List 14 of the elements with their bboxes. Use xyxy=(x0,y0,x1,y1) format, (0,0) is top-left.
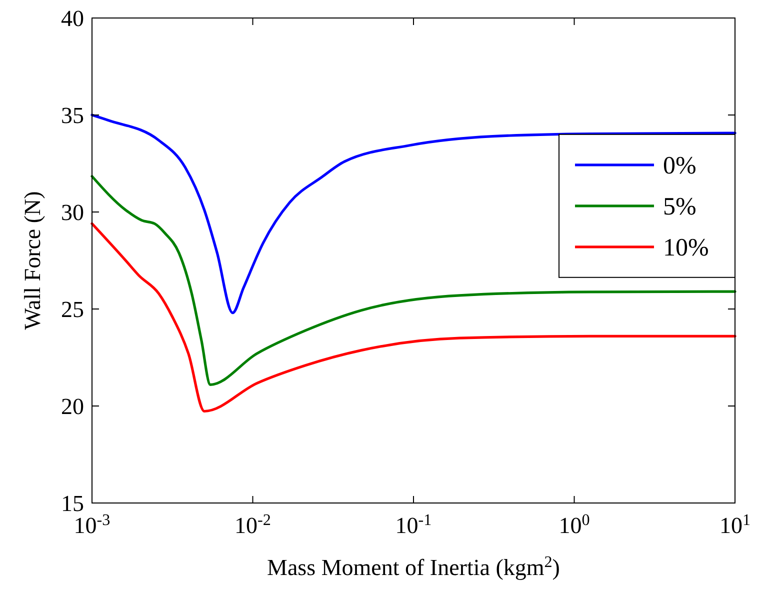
x-tick-label: 10$^{-1}$ xyxy=(395,512,432,538)
y-axis-title: Wall Force (N) xyxy=(20,191,45,330)
legend-label: 5% xyxy=(663,194,696,221)
y-tick-label: 25 xyxy=(61,297,84,322)
y-tick-label: 20 xyxy=(61,394,84,420)
x-tick-label: 10$^{-2}$ xyxy=(234,512,271,538)
legend-label: 0% xyxy=(663,152,696,180)
y-tick-label: 35 xyxy=(61,103,84,128)
y-tick-label: 40 xyxy=(61,6,84,32)
x-tick-label: 10$^{1}$ xyxy=(719,512,751,538)
x-tick-label: 10$^{0}$ xyxy=(558,512,590,538)
legend-label: 10% xyxy=(663,234,709,262)
y-tick-label: 30 xyxy=(61,200,84,226)
x-axis-title: Mass Moment of Inertia (kgm$^{2}$) xyxy=(267,554,560,580)
